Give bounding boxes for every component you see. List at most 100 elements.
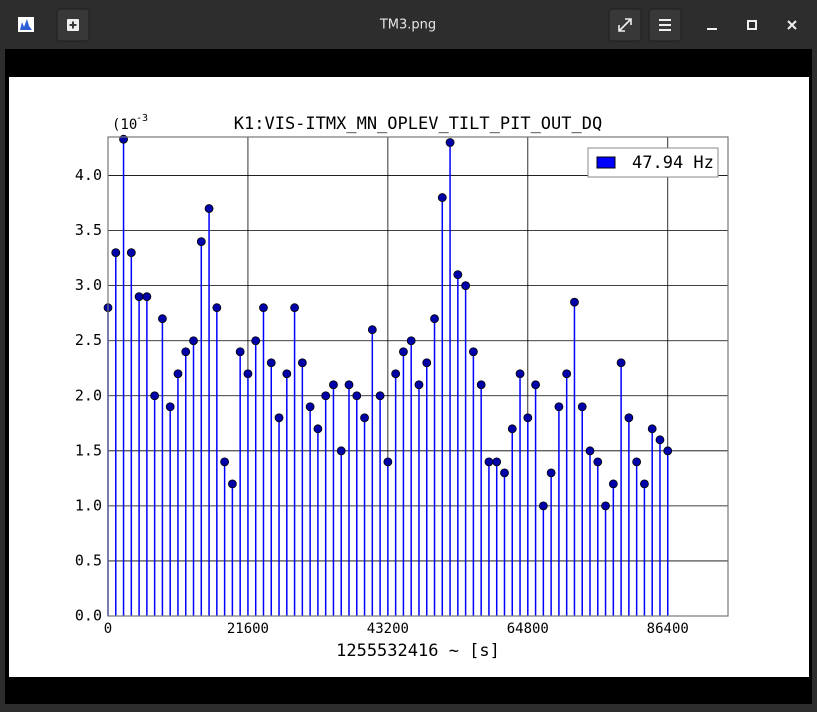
y-tick-label: 1.0 [75, 496, 102, 514]
x-tick-label: 21600 [227, 621, 269, 637]
marker [367, 325, 377, 335]
marker [266, 358, 276, 368]
x-axis-label: 1255532416 ~ [s] [336, 641, 500, 661]
marker [360, 413, 369, 423]
marker [655, 435, 665, 445]
marker [336, 446, 346, 456]
x-tick-label: 86400 [647, 621, 689, 637]
app-icon [18, 17, 34, 32]
marker [608, 479, 618, 489]
marker [227, 479, 237, 489]
y-tick-label: 4.0 [75, 166, 102, 184]
marker [538, 501, 548, 511]
marker [235, 347, 245, 357]
marker [126, 248, 136, 258]
y-tick-label: 0.5 [75, 551, 102, 569]
marker [422, 358, 432, 368]
close-button[interactable] [787, 20, 797, 30]
marker [546, 468, 556, 478]
marker [158, 314, 167, 324]
marker [616, 358, 626, 368]
marker [492, 457, 502, 467]
marker [150, 391, 160, 401]
marker [468, 347, 478, 357]
marker [173, 369, 183, 379]
marker [297, 358, 307, 368]
marker [329, 380, 338, 390]
marker [305, 402, 315, 412]
window-title: TM3.png [379, 18, 436, 33]
marker [515, 369, 525, 379]
marker [391, 369, 401, 379]
marker [601, 501, 610, 511]
marker [500, 468, 509, 478]
y-scale-exponent: -3 [136, 113, 148, 124]
marker [414, 380, 424, 390]
y-tick-label: 3.0 [75, 276, 102, 294]
marker [243, 369, 253, 379]
marker [220, 457, 230, 467]
marker [640, 479, 649, 489]
marker [375, 391, 385, 401]
marker [624, 413, 634, 423]
marker [632, 457, 642, 467]
marker [484, 457, 494, 467]
marker [523, 413, 533, 423]
new-button[interactable] [56, 8, 90, 42]
marker [461, 281, 471, 291]
marker [344, 380, 354, 390]
marker [585, 446, 595, 456]
y-tick-label: 0.0 [75, 607, 102, 625]
marker [282, 369, 292, 379]
marker [111, 248, 121, 258]
maximize-button[interactable] [747, 20, 757, 30]
marker [445, 138, 455, 147]
plot-frame [107, 136, 729, 617]
marker [476, 380, 486, 390]
marker [212, 303, 222, 313]
marker [593, 457, 603, 467]
y-tick-label: 3.5 [75, 221, 102, 239]
marker [352, 391, 362, 401]
marker [383, 457, 393, 467]
marker [406, 336, 416, 346]
marker [259, 303, 268, 313]
marker [313, 424, 323, 434]
y-tick-label: 2.5 [75, 331, 102, 349]
x-tick-label: 64800 [507, 621, 549, 637]
marker [274, 413, 284, 423]
marker [663, 446, 673, 456]
chart: K1:VIS-ITMX_MN_OPLEV_TILT_PIT_OUT_DQ (10… [75, 113, 729, 661]
marker [647, 424, 657, 434]
marker [577, 402, 587, 412]
marker [290, 303, 299, 313]
marker [437, 193, 447, 202]
x-tick-label: 43200 [367, 621, 409, 637]
marker [531, 380, 540, 390]
y-scale-base: (10 [112, 117, 137, 133]
menu-button[interactable] [648, 8, 682, 42]
legend-swatch [596, 156, 616, 169]
marker [189, 336, 198, 346]
marker [142, 292, 152, 302]
marker [165, 402, 175, 412]
y-tick-label: 1.5 [75, 441, 102, 459]
marker [196, 237, 206, 247]
marker [430, 314, 439, 324]
marker [134, 292, 144, 302]
marker [562, 369, 572, 379]
marker [570, 297, 579, 307]
marker [181, 347, 191, 357]
marker [554, 402, 564, 412]
marker [507, 424, 517, 434]
marker [453, 270, 463, 280]
y-tick-label: 2.0 [75, 386, 102, 404]
fullscreen-button[interactable] [608, 8, 642, 42]
marker [321, 391, 331, 401]
chart-title: K1:VIS-ITMX_MN_OPLEV_TILT_PIT_OUT_DQ [234, 114, 602, 134]
marker [204, 204, 214, 213]
legend-label: 47.94 Hz [632, 153, 714, 173]
marker [251, 336, 261, 346]
